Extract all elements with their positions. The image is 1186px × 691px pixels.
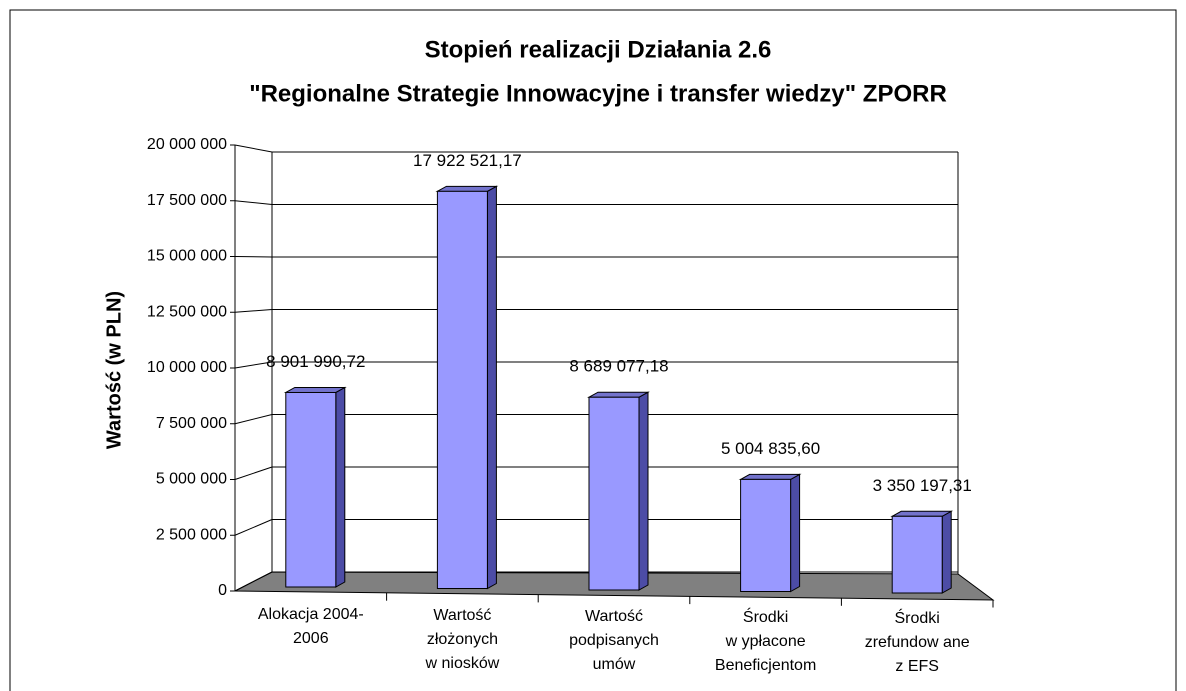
y-tick-label: 7 500 000 [156,415,227,432]
grid-line [234,256,273,258]
bar [436,190,488,589]
bar [588,396,640,591]
bar [740,478,792,592]
value-label: 5 004 835,60 [721,439,820,458]
x-tick-label: Środki w ypłacone Beneficjentom [714,609,817,674]
y-tick-label: 17 500 000 [147,192,227,209]
y-tick-label: 12 500 000 [147,303,227,320]
x-tick-label: Środki zrefundow ane z EFS [864,610,970,675]
bar-top [890,510,954,517]
grid-line [234,144,273,153]
bar-top [283,386,347,393]
x-tick-label: Wartość złożonych w niosków [425,607,500,672]
y-axis-label: Wartość (w PLN) [103,291,125,449]
y-tick-label: 20 000 000 [147,136,227,153]
y-tick-label: 15 000 000 [147,248,227,265]
value-label: 17 922 521,17 [413,151,522,170]
x-tick-label: Wartość podpisanych umów [569,608,659,673]
y-tick-label: 2 500 000 [156,526,227,543]
y-tick-label: 5 000 000 [156,471,227,488]
bar-side [941,510,952,594]
value-label: 8 689 077,18 [569,357,668,376]
y-tick-label: 0 [218,582,227,599]
grid-line [234,200,273,205]
bar-top [435,185,499,192]
bar-side [486,185,497,590]
grid-line [234,361,273,369]
value-label: 8 901 990,72 [266,352,365,371]
value-label: 3 350 197,31 [873,476,972,495]
bar [891,515,943,594]
grid-line [234,309,273,313]
bar [285,391,337,588]
grid-line [234,414,273,425]
chart-subtitle: "Regionalne Strategie Innowacyjne i tran… [249,80,947,107]
bar-side [790,473,801,593]
x-tick-label: Alokacja 2004- 2006 [257,606,364,647]
grid-line [234,466,273,480]
grid-line [234,571,273,592]
bar-side [335,386,346,588]
chart-title: Stopień realizacji Działania 2.6 [425,36,772,63]
bar-top [587,391,650,398]
y-tick-label: 10 000 000 [147,359,227,376]
grid-line [234,519,273,536]
bar-top [738,473,802,480]
bar-side [638,391,649,591]
